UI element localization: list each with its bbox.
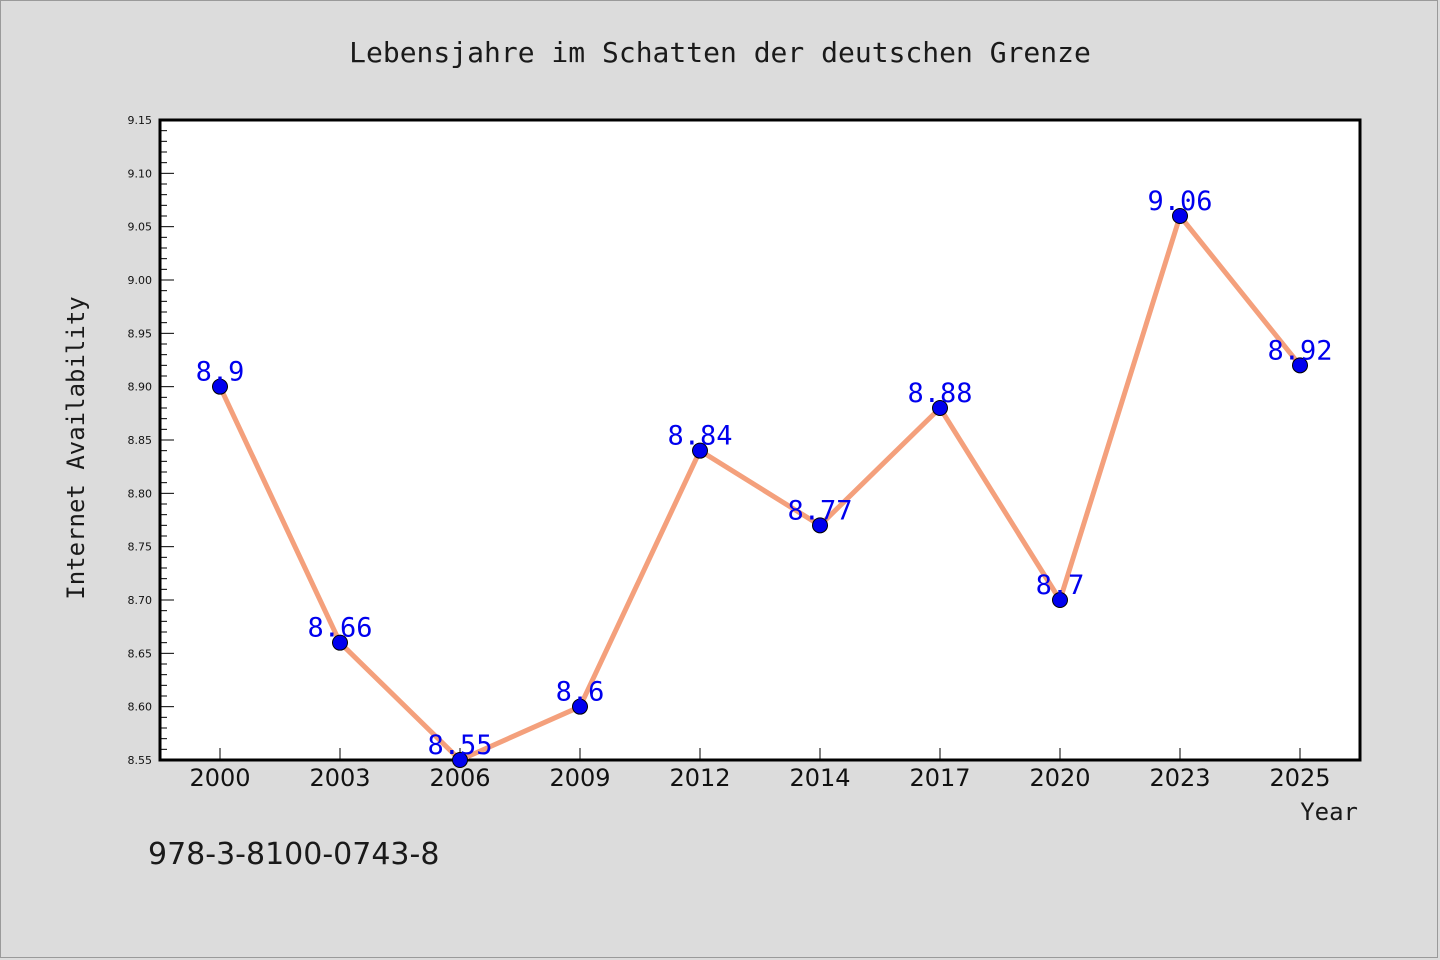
data-point	[212, 378, 228, 395]
x-tick-label: 2017	[909, 764, 970, 792]
x-tick-label: 2014	[789, 764, 850, 792]
y-tick-label: 8.65	[128, 647, 153, 660]
x-tick-label: 2025	[1269, 764, 1330, 792]
x-tick-label: 2023	[1149, 764, 1210, 792]
data-point	[332, 634, 348, 651]
x-axis: 2000 2003 2006 2009 2012 2014 2017 2020 2023 2025	[189, 748, 1331, 792]
data-label: 8.88	[907, 378, 972, 409]
x-tick-label: 2000	[189, 764, 250, 792]
y-tick-label: 8.90	[128, 381, 153, 394]
x-tick-label: 2012	[669, 764, 730, 792]
series-line	[217, 213, 1303, 763]
data-label: 8.77	[787, 495, 852, 526]
y-tick-label: 9.00	[128, 274, 153, 287]
data-point	[452, 752, 468, 768]
data-point	[1052, 592, 1068, 608]
y-tick-label: 8.60	[128, 701, 153, 714]
data-label: 8.6	[556, 677, 605, 708]
data-point	[572, 698, 588, 715]
plot-area	[158, 118, 1362, 762]
y-tick-label: 8.95	[128, 327, 153, 340]
data-label: 8.66	[307, 613, 372, 644]
chart-title: Lebensjahre im Schatten der deutschen Gr…	[349, 36, 1091, 69]
x-tick-label: 2020	[1029, 764, 1090, 792]
data-label: 8.55	[427, 730, 492, 761]
data-point	[1172, 208, 1188, 224]
x-tick-label: 2009	[549, 764, 610, 792]
series: 8.9 8.66 8.55 8.6 8.84 8.77 8.88 8.7 9.06 8.92	[196, 186, 1333, 768]
y-tick-label: 8.55	[128, 754, 153, 767]
data-label: 8.92	[1267, 335, 1332, 366]
y-axis: 8.55 8.60 8.65 8.70 8.75 8.80 8.85 8.90 8.95 9.00…	[128, 114, 174, 767]
isbn-text: 978-3-8100-0743-8	[148, 837, 439, 872]
y-tick-label: 9.15	[128, 114, 153, 127]
x-tick-label: 2003	[309, 764, 370, 792]
y-tick-label: 9.05	[128, 221, 153, 234]
data-label: 8.9	[196, 357, 245, 388]
data-point	[812, 517, 828, 534]
y-tick-label: 8.75	[128, 541, 153, 554]
data-label: 8.7	[1036, 570, 1085, 601]
data-label: 8.84	[667, 421, 732, 452]
y-tick-label: 8.80	[128, 487, 153, 500]
data-point	[692, 442, 708, 459]
x-tick-label: 2006	[429, 764, 490, 792]
data-label: 9.06	[1147, 186, 1212, 217]
y-tick-label: 8.85	[128, 434, 153, 447]
x-axis-label: Year	[1300, 798, 1358, 826]
y-tick-label: 8.70	[128, 594, 153, 607]
y-tick-label: 9.10	[128, 167, 153, 180]
data-point	[932, 400, 948, 416]
y-axis-label: Internet Availability	[62, 296, 90, 599]
data-point	[1292, 357, 1308, 374]
